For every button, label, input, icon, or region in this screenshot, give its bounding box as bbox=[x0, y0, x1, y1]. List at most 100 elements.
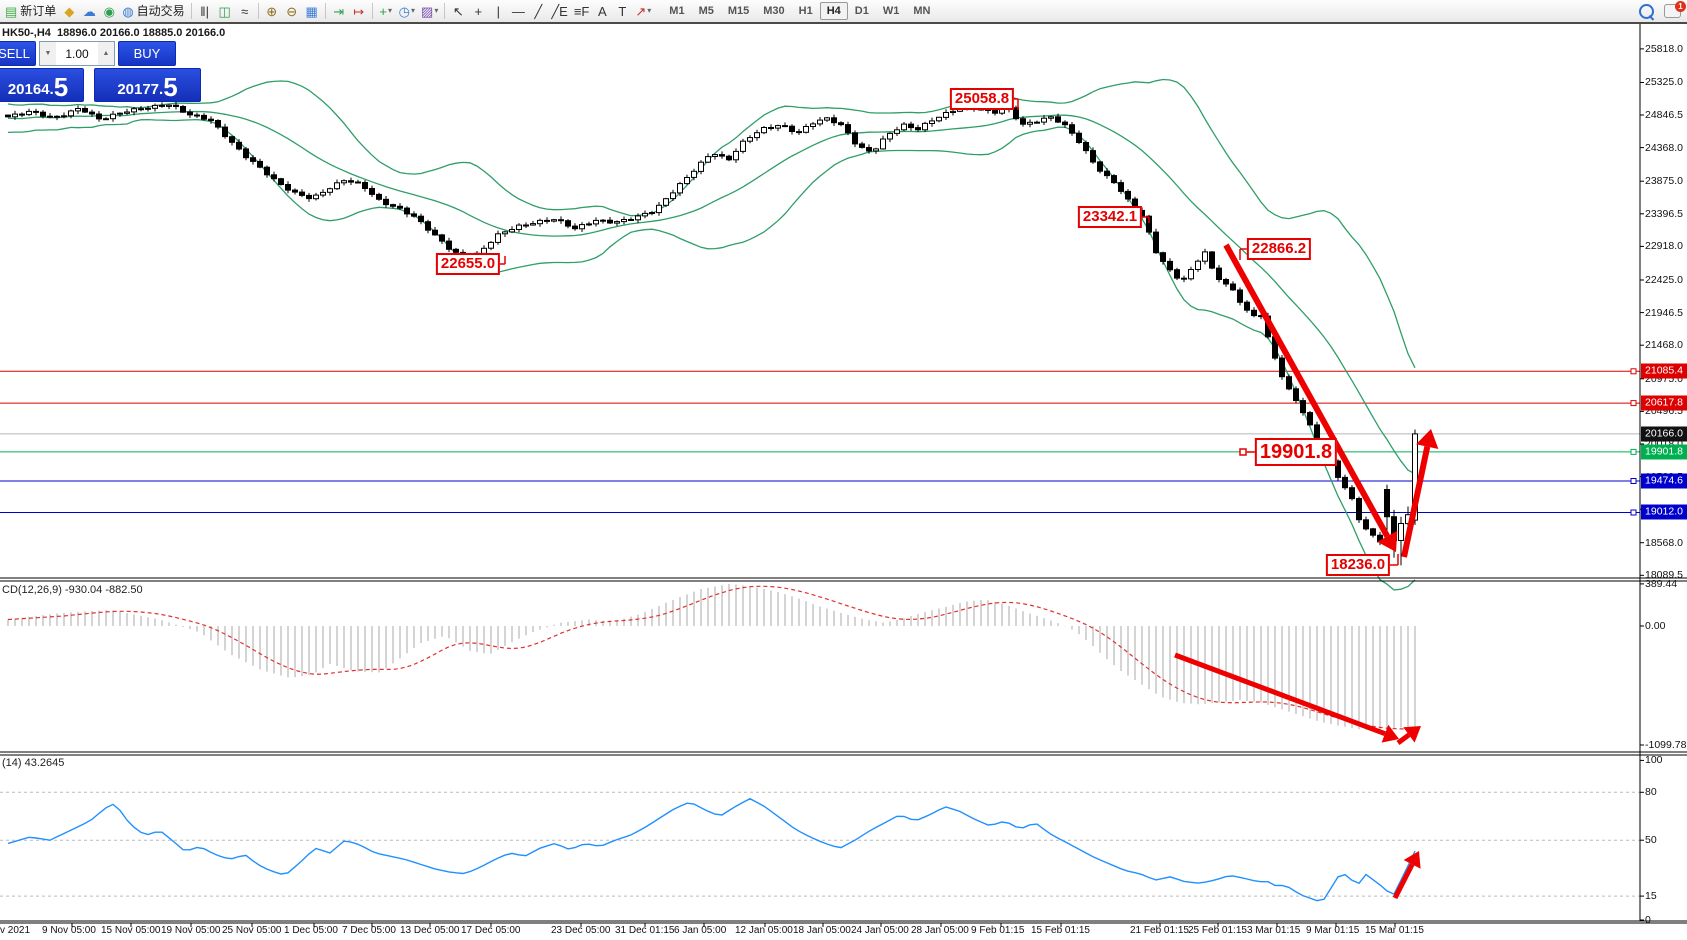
zoom-in-icon[interactable]: ⊕ bbox=[262, 1, 282, 21]
bar-chart-icon[interactable]: ‖| bbox=[195, 1, 215, 21]
candle-body bbox=[488, 241, 494, 249]
candle-body bbox=[523, 224, 529, 227]
hline-handle[interactable] bbox=[1630, 478, 1637, 484]
timeframe-d1-button[interactable]: D1 bbox=[848, 2, 876, 20]
trend-arrow-head[interactable] bbox=[1416, 429, 1439, 449]
candle-body bbox=[320, 191, 326, 196]
candle-body bbox=[152, 104, 158, 109]
trend-arrow-head[interactable] bbox=[1381, 724, 1399, 743]
buy-button[interactable]: BUY bbox=[118, 41, 176, 66]
auto-trading-icon[interactable]: ◍ 自动交易 bbox=[119, 1, 187, 21]
timeframe-w1-button[interactable]: W1 bbox=[876, 2, 907, 20]
periods-dropdown-icon[interactable]: ▾ bbox=[411, 6, 416, 15]
volume-decrease-button[interactable]: ▼ bbox=[40, 42, 56, 65]
candle-body bbox=[789, 125, 795, 132]
candle-body bbox=[1062, 121, 1068, 126]
candle-body bbox=[712, 154, 718, 158]
candle-body bbox=[579, 224, 585, 230]
auto-trading-glyph: ◍ bbox=[122, 3, 134, 19]
cursor-glyph: ↖ bbox=[452, 3, 464, 19]
candle-body bbox=[985, 109, 991, 111]
timeframe-m1-button[interactable]: M1 bbox=[662, 2, 691, 20]
candle-body bbox=[453, 248, 459, 253]
hline-handle[interactable] bbox=[1630, 448, 1637, 455]
candle-body bbox=[1076, 132, 1082, 143]
candle-body bbox=[313, 194, 319, 200]
trend-arrow-shaft[interactable] bbox=[1401, 445, 1431, 558]
timeframe-m5-button[interactable]: M5 bbox=[692, 2, 721, 20]
new-order-icon[interactable]: ▤ 新订单 bbox=[2, 1, 59, 21]
text-label-icon[interactable]: T bbox=[612, 1, 632, 21]
timeframe-m15-button[interactable]: M15 bbox=[721, 2, 756, 20]
annotation-handle[interactable] bbox=[1239, 448, 1247, 456]
trend-arrow-shaft[interactable] bbox=[1392, 863, 1415, 900]
chart-profiles-icon[interactable]: ◆ bbox=[59, 1, 79, 21]
templates-icon[interactable]: ▨ ▾ bbox=[418, 1, 441, 21]
candle-body bbox=[327, 188, 333, 193]
candle-body bbox=[719, 154, 725, 157]
candle-body bbox=[915, 127, 921, 131]
candle-body bbox=[943, 112, 949, 118]
candle-body bbox=[894, 129, 900, 134]
indicators-icon[interactable]: + ▾ bbox=[376, 1, 396, 21]
candle-body bbox=[432, 229, 438, 236]
timeframe-m30-button[interactable]: M30 bbox=[756, 2, 791, 20]
auto-scroll-icon[interactable]: ⇥ bbox=[329, 1, 349, 21]
trend-arrow-shaft[interactable] bbox=[1174, 652, 1386, 737]
volume-input[interactable]: 1.00 bbox=[65, 46, 89, 61]
horizontal-line-icon[interactable]: — bbox=[508, 1, 528, 21]
periods-icon[interactable]: ◷ ▾ bbox=[396, 1, 418, 21]
candlestick-chart-icon[interactable]: ◫ bbox=[215, 1, 235, 21]
indicators-dropdown-icon[interactable]: ▾ bbox=[387, 6, 392, 15]
line-chart-icon[interactable]: ≈ bbox=[235, 1, 255, 21]
candle-body bbox=[1293, 388, 1299, 401]
hline-handle[interactable] bbox=[1630, 509, 1637, 516]
hline-handle[interactable] bbox=[1630, 400, 1637, 407]
candle-body bbox=[607, 219, 613, 224]
trend-arrow-shaft[interactable] bbox=[1223, 243, 1390, 538]
data-window-icon[interactable]: ◉ bbox=[99, 1, 119, 21]
candle-body bbox=[677, 183, 683, 194]
trend-arrow-shaft[interactable] bbox=[1396, 732, 1411, 746]
search-icon[interactable] bbox=[1639, 3, 1654, 19]
buy-price[interactable]: 20177. 5 bbox=[94, 68, 201, 102]
hline-handle[interactable] bbox=[1630, 368, 1637, 375]
market-watch-icon[interactable]: ☁ bbox=[79, 1, 99, 21]
tile-windows-icon[interactable]: ▦ bbox=[302, 1, 322, 21]
timeframe-mn-button[interactable]: MN bbox=[906, 2, 937, 20]
zoom-out-icon[interactable]: ⊖ bbox=[282, 1, 302, 21]
cursor-icon[interactable]: ↖ bbox=[448, 1, 468, 21]
templates-glyph: ▨ bbox=[421, 3, 434, 19]
trend-arrow-head[interactable] bbox=[1403, 726, 1421, 743]
candle-body bbox=[551, 219, 557, 222]
candle-body bbox=[5, 114, 11, 118]
trend-arrow-head[interactable] bbox=[1403, 851, 1421, 869]
arrows-tool-icon[interactable]: ↗ ▾ bbox=[632, 1, 654, 21]
timeframe-h4-button[interactable]: H4 bbox=[819, 2, 848, 20]
candle-body bbox=[446, 240, 452, 250]
text-icon[interactable]: A bbox=[592, 1, 612, 21]
vertical-line-icon[interactable]: | bbox=[488, 1, 508, 21]
chart-shift-glyph: ↦ bbox=[353, 3, 365, 19]
sell-button[interactable]: SELL bbox=[0, 41, 36, 66]
trendline-icon[interactable]: ╱ bbox=[528, 1, 548, 21]
sell-price[interactable]: 20164. 5 bbox=[0, 68, 84, 102]
chat-icon[interactable]: 1 bbox=[1664, 1, 1686, 18]
candle-body bbox=[1251, 309, 1257, 317]
candle-body bbox=[1384, 489, 1390, 518]
candle-body bbox=[1139, 209, 1145, 217]
templates-dropdown-icon[interactable]: ▾ bbox=[434, 6, 439, 15]
crosshair-icon[interactable]: + bbox=[468, 1, 488, 21]
trend-arrow-head[interactable] bbox=[1377, 530, 1398, 552]
timeframe-h1-button[interactable]: H1 bbox=[792, 2, 820, 20]
fibonacci-icon[interactable]: ≡F bbox=[571, 1, 593, 21]
chart-shift-icon[interactable]: ↦ bbox=[349, 1, 369, 21]
candle-body bbox=[509, 229, 515, 233]
volume-increase-button[interactable]: ▲ bbox=[98, 42, 114, 65]
equidistant-channel-icon[interactable]: ╱E bbox=[548, 1, 571, 21]
arrows-tool-dropdown-icon[interactable]: ▾ bbox=[647, 6, 652, 15]
candle-body bbox=[110, 113, 116, 120]
candle-body bbox=[369, 188, 375, 195]
